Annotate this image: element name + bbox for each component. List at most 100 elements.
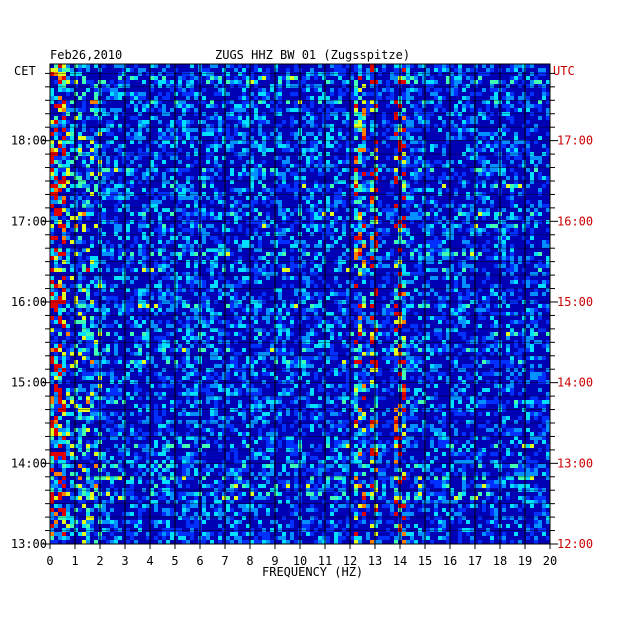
spectrogram-cell: [290, 256, 294, 260]
spectrogram-cell: [362, 328, 366, 332]
spectrogram-cell: [450, 64, 454, 68]
spectrogram-cell: [454, 224, 458, 228]
spectrogram-cell: [358, 316, 362, 320]
spectrogram-cell: [278, 76, 282, 80]
spectrogram-cell: [350, 192, 354, 196]
spectrogram-cell: [222, 68, 226, 72]
spectrogram-cell: [58, 80, 62, 84]
spectrogram-cell: [82, 304, 86, 308]
spectrogram-cell: [86, 208, 90, 212]
spectrogram-cell: [78, 272, 82, 276]
spectrogram-cell: [70, 68, 74, 72]
spectrogram-cell: [70, 332, 74, 336]
spectrogram-cell: [218, 320, 222, 324]
spectrogram-cell: [378, 368, 382, 372]
spectrogram-cell: [542, 144, 546, 148]
spectrogram-cell: [218, 212, 222, 216]
spectrogram-cell: [182, 128, 186, 132]
spectrogram-cell: [110, 124, 114, 128]
spectrogram-cell: [94, 264, 98, 268]
spectrogram-cell: [386, 256, 390, 260]
spectrogram-cell: [62, 100, 66, 104]
spectrogram-cell: [70, 352, 74, 356]
spectrogram-cell: [366, 208, 370, 212]
spectrogram-cell: [462, 84, 466, 88]
spectrogram-cell: [290, 84, 294, 88]
spectrogram-cell: [130, 304, 134, 308]
spectrogram-cell: [410, 120, 414, 124]
spectrogram-cell: [238, 188, 242, 192]
spectrogram-cell: [538, 316, 542, 320]
spectrogram-cell: [390, 348, 394, 352]
spectrogram-cell: [66, 392, 70, 396]
spectrogram-cell: [158, 284, 162, 288]
spectrogram-cell: [534, 156, 538, 160]
spectrogram-cell: [182, 92, 186, 96]
spectrogram-cell: [490, 184, 494, 188]
spectrogram-cell: [218, 288, 222, 292]
spectrogram-cell: [138, 304, 142, 308]
spectrogram-cell: [114, 392, 118, 396]
spectrogram-cell: [474, 140, 478, 144]
spectrogram-cell: [178, 120, 182, 124]
spectrogram-cell: [78, 340, 82, 344]
spectrogram-cell: [330, 328, 334, 332]
spectrogram-cell: [374, 68, 378, 72]
spectrogram-cell: [258, 356, 262, 360]
spectrogram-cell: [54, 96, 58, 100]
spectrogram-cell: [338, 108, 342, 112]
spectrogram-cell: [82, 332, 86, 336]
spectrogram-cell: [338, 372, 342, 376]
spectrogram-cell: [214, 280, 218, 284]
spectrogram-cell: [458, 72, 462, 76]
spectrogram-cell: [282, 344, 286, 348]
spectrogram-cell: [78, 312, 82, 316]
spectrogram-cell: [154, 168, 158, 172]
spectrogram-cell: [434, 316, 438, 320]
spectrogram-cell: [546, 228, 550, 232]
spectrogram-cell: [190, 252, 194, 256]
spectrogram-cell: [182, 140, 186, 144]
spectrogram-cell: [278, 252, 282, 256]
spectrogram-cell: [406, 72, 410, 76]
spectrogram-cell: [74, 208, 78, 212]
spectrogram-cell: [346, 80, 350, 84]
spectrogram-cell: [166, 264, 170, 268]
spectrogram-cell: [58, 96, 62, 100]
spectrogram-cell: [82, 348, 86, 352]
spectrogram-cell: [414, 360, 418, 364]
spectrogram-cell: [58, 308, 62, 312]
spectrogram-cell: [258, 304, 262, 308]
spectrogram-cell: [458, 272, 462, 276]
spectrogram-cell: [138, 148, 142, 152]
spectrogram-cell: [362, 156, 366, 160]
spectrogram-cell: [158, 228, 162, 232]
spectrogram-cell: [450, 84, 454, 88]
spectrogram-cell: [414, 168, 418, 172]
spectrogram-cell: [350, 140, 354, 144]
spectrogram-cell: [410, 96, 414, 100]
spectrogram-cell: [90, 244, 94, 248]
spectrogram-cell: [434, 244, 438, 248]
spectrogram-cell: [354, 64, 358, 68]
spectrogram-cell: [114, 64, 118, 68]
spectrogram-cell: [246, 324, 250, 328]
spectrogram-cell: [526, 144, 530, 148]
spectrogram-cell: [418, 356, 422, 360]
spectrogram-cell: [182, 100, 186, 104]
spectrogram-cell: [406, 360, 410, 364]
spectrogram-cell: [354, 388, 358, 392]
spectrogram-cell: [158, 392, 162, 396]
spectrogram-cell: [94, 144, 98, 148]
spectrogram-cell: [242, 164, 246, 168]
spectrogram-cell: [222, 200, 226, 204]
spectrogram-cell: [162, 224, 166, 228]
spectrogram-cell: [262, 160, 266, 164]
spectrogram-cell: [486, 240, 490, 244]
spectrogram-cell: [50, 284, 54, 288]
spectrogram-cell: [70, 364, 74, 368]
spectrogram-cell: [54, 340, 58, 344]
spectrogram-cell: [302, 140, 306, 144]
spectrogram-cell: [438, 332, 442, 336]
spectrogram-cell: [238, 352, 242, 356]
